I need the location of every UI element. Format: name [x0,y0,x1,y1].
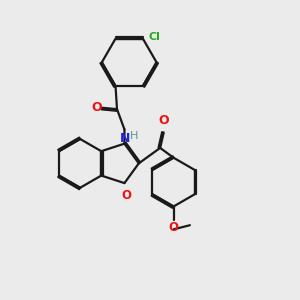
Text: O: O [169,221,178,234]
Text: Cl: Cl [148,32,160,42]
Text: N: N [120,132,130,145]
Text: H: H [130,131,138,141]
Text: O: O [91,101,101,114]
Text: O: O [121,189,131,202]
Text: O: O [158,114,169,127]
